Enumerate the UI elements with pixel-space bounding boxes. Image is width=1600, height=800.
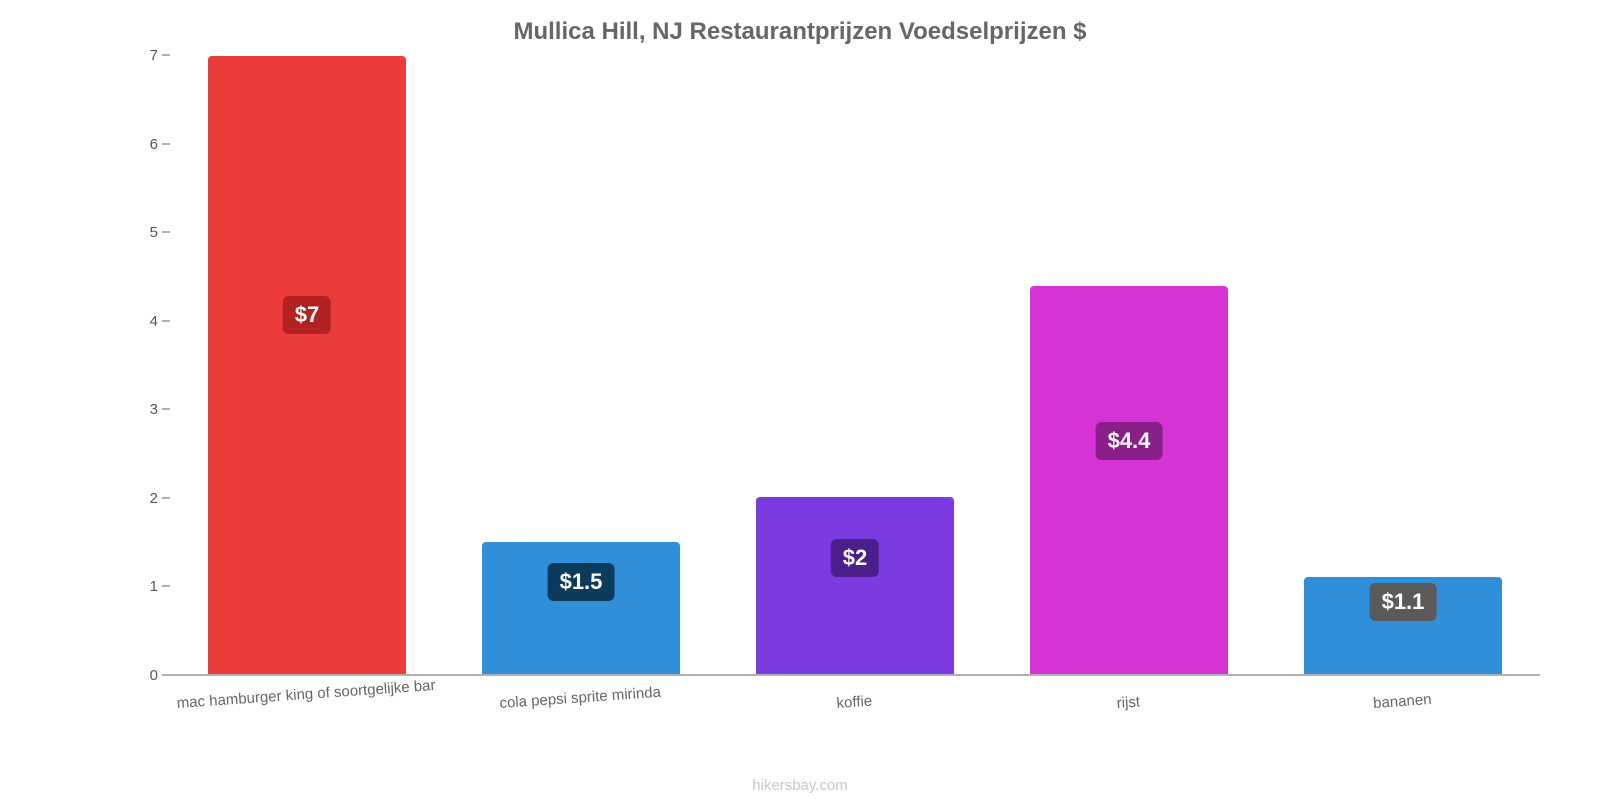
y-tick-mark — [162, 585, 170, 587]
x-axis-label: rijst — [1116, 693, 1140, 712]
bars-container: $7 $1.5 $2 $4.4 $1.1 — [170, 56, 1540, 674]
chart-area: 01234567 $7$1.5$2$4.4$1.1 mac hamburger … — [140, 56, 1540, 706]
bar-slot: $1.5 — [444, 56, 718, 674]
y-tick-label: 4 — [150, 313, 158, 330]
x-label-slot: koffie — [718, 676, 992, 706]
x-label-slot: rijst — [992, 676, 1266, 706]
y-tick-label: 6 — [150, 136, 158, 153]
y-tick-mark — [162, 54, 170, 56]
plot-area: $7 $1.5 $2 $4.4 $1.1 — [170, 56, 1540, 676]
bar-slot: $4.4 — [992, 56, 1266, 674]
chart-title: Mullica Hill, NJ Restaurantprijzen Voeds… — [0, 0, 1600, 56]
x-axis-label: mac hamburger king of soortgelijke bar — [176, 677, 436, 712]
y-tick-label: 3 — [150, 401, 158, 418]
bar — [482, 542, 679, 674]
y-tick-mark — [162, 143, 170, 145]
x-axis-labels: mac hamburger king of soortgelijke barco… — [170, 676, 1540, 706]
value-badge: $7 — [283, 296, 331, 334]
y-tick-mark — [162, 231, 170, 233]
y-tick-label: 5 — [150, 224, 158, 241]
bar — [1030, 286, 1227, 674]
x-axis-label: cola pepsi sprite mirinda — [499, 684, 662, 712]
x-label-slot: mac hamburger king of soortgelijke bar — [170, 676, 444, 706]
x-label-slot: cola pepsi sprite mirinda — [444, 676, 718, 706]
y-tick-label: 7 — [150, 47, 158, 64]
y-tick-mark — [162, 408, 170, 410]
value-badge: $4.4 — [1096, 422, 1163, 460]
bar-slot: $7 — [170, 56, 444, 674]
x-axis-label: koffie — [836, 693, 873, 712]
bar — [756, 497, 953, 674]
value-badge: $1.1 — [1370, 583, 1437, 621]
bar — [208, 56, 405, 674]
y-tick-label: 2 — [150, 490, 158, 507]
bar-slot: $2 — [718, 56, 992, 674]
y-tick-mark — [162, 320, 170, 322]
x-label-slot: bananen — [1266, 676, 1540, 706]
y-tick-label: 0 — [150, 667, 158, 684]
x-axis-label: bananen — [1373, 691, 1432, 712]
y-tick-label: 1 — [150, 578, 158, 595]
watermark-text: hikersbay.com — [752, 777, 848, 794]
bar-slot: $1.1 — [1266, 56, 1540, 674]
y-tick-mark — [162, 497, 170, 499]
value-badge: $1.5 — [548, 563, 615, 601]
y-axis: 01234567 — [140, 56, 170, 676]
value-badge: $2 — [831, 539, 879, 577]
y-tick-mark — [162, 674, 170, 676]
